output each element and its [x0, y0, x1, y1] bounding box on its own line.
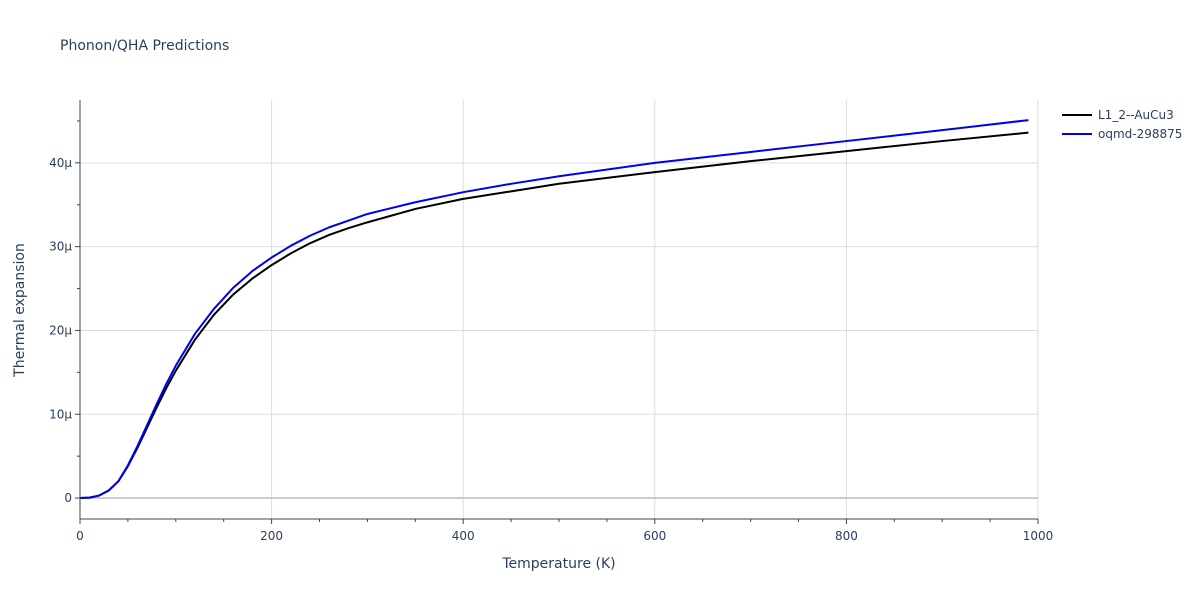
y-tick-label: 0 — [64, 491, 72, 505]
series-line-1 — [79, 119, 1029, 500]
y-tick-label: 30μ — [49, 240, 72, 254]
legend[interactable]: L1_2--AuCu3 oqmd-298875 — [1062, 108, 1182, 141]
y-tick-label: 40μ — [49, 156, 72, 170]
y-axis-title: Thermal expansion — [12, 243, 28, 378]
y-tick-label: 10μ — [49, 407, 72, 421]
series-line-0 — [79, 131, 1029, 500]
chart-title: Phonon/QHA Predictions — [60, 38, 229, 54]
x-axis-title: Temperature (K) — [501, 556, 615, 572]
legend-label: oqmd-298875 — [1098, 127, 1182, 141]
y-axis-ticks: 0 10μ 20μ 30μ 40μ — [49, 156, 72, 505]
x-tick-label: 200 — [260, 529, 283, 543]
legend-item-1[interactable]: oqmd-298875 — [1062, 127, 1182, 141]
x-tick-label: 800 — [835, 529, 858, 543]
series-layer — [79, 119, 1029, 500]
x-tick-label: 1000 — [1023, 529, 1054, 543]
x-tick-label: 600 — [643, 529, 666, 543]
y-tick-label: 20μ — [49, 323, 72, 337]
x-tick-label: 0 — [76, 529, 84, 543]
legend-label: L1_2--AuCu3 — [1098, 108, 1174, 122]
x-tick-label: 400 — [452, 529, 475, 543]
grid — [80, 100, 1039, 519]
x-axis-ticks: 0 200 400 600 800 1000 — [76, 529, 1053, 543]
legend-item-0[interactable]: L1_2--AuCu3 — [1062, 108, 1174, 122]
axes — [75, 100, 1039, 524]
